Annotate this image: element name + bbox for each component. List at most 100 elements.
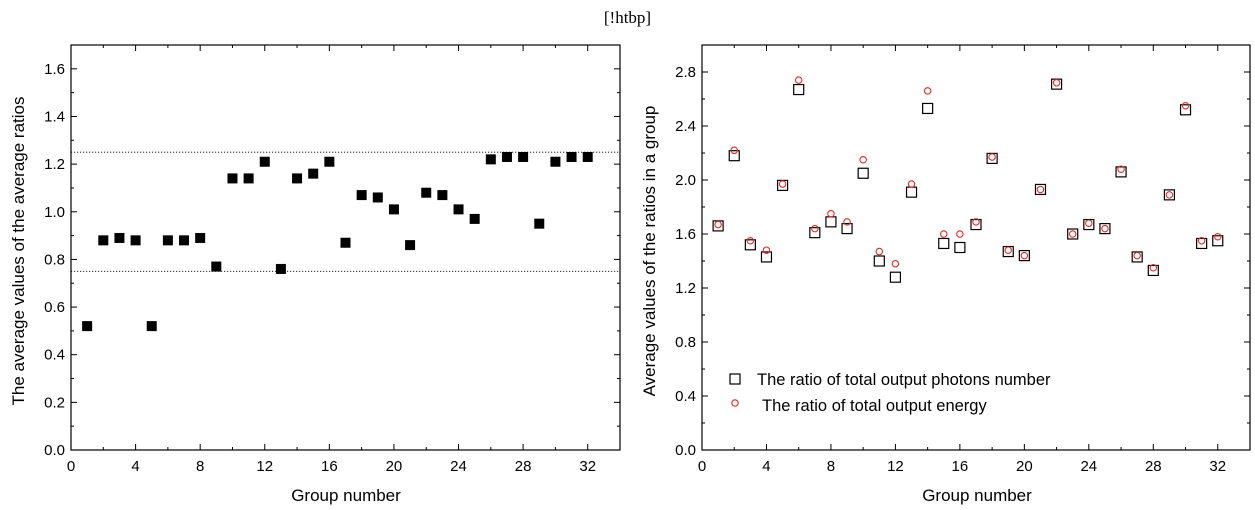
right-y-tick-label: 0.4 bbox=[675, 388, 696, 405]
right-data-point-photons bbox=[1163, 189, 1176, 201]
left-data-point bbox=[405, 240, 416, 251]
right-data-point-photons bbox=[986, 152, 998, 164]
left-y-tick-label: 1.2 bbox=[44, 156, 65, 173]
right-data-point-photons bbox=[889, 271, 902, 283]
right-data-point-energy bbox=[1004, 246, 1012, 254]
right-data-point-photons bbox=[841, 223, 853, 235]
left-data-point bbox=[292, 173, 303, 184]
right-x-tick-label: 28 bbox=[1145, 458, 1162, 475]
left-data-point bbox=[340, 237, 351, 248]
right-data-point-energy bbox=[794, 76, 803, 84]
left-scatter-chart: The average values of the average ratios… bbox=[9, 44, 621, 505]
right-data-point-energy bbox=[859, 156, 867, 164]
right-data-point-photons bbox=[905, 186, 918, 198]
right-data-point-energy bbox=[843, 218, 851, 226]
left-data-point bbox=[162, 235, 173, 246]
right-data-point-photons bbox=[760, 251, 773, 263]
left-x-axis-label: Group number bbox=[291, 486, 401, 505]
left-y-tick-label: 1.6 bbox=[44, 61, 65, 78]
left-data-point bbox=[437, 190, 448, 201]
legend-label-photons: The ratio of total output photons number bbox=[757, 371, 1051, 389]
right-scatter-chart: Average values of the ratios in a group … bbox=[640, 44, 1251, 505]
left-x-tick-label: 20 bbox=[386, 458, 403, 475]
right-data-point-photons bbox=[922, 102, 934, 115]
left-x-tick-label: 32 bbox=[579, 458, 596, 475]
right-x-tick-label: 12 bbox=[887, 458, 904, 475]
right-y-tick-label: 2.8 bbox=[675, 64, 696, 81]
left-data-point bbox=[453, 204, 464, 215]
right-x-tick-label: 24 bbox=[1080, 458, 1097, 475]
right-data-point-photons bbox=[1067, 228, 1079, 240]
left-x-tick-label: 0 bbox=[67, 458, 75, 475]
legend-open-circle-marker bbox=[731, 399, 739, 407]
right-x-tick-label: 8 bbox=[827, 458, 835, 475]
right-data-point-photons bbox=[1083, 218, 1095, 231]
right-data-point-photons bbox=[809, 227, 821, 239]
right-data-point-energy bbox=[1052, 79, 1061, 87]
right-legend: The ratio of total output photons number… bbox=[729, 371, 1051, 415]
left-plot-frame bbox=[70, 44, 621, 451]
left-data-point bbox=[130, 235, 141, 246]
left-y-tick-label: 1.0 bbox=[44, 204, 65, 221]
right-data-point-photons bbox=[793, 83, 805, 96]
left-data-point bbox=[356, 190, 367, 201]
left-data-point bbox=[388, 204, 399, 215]
right-data-point-photons bbox=[1034, 183, 1047, 196]
left-x-tick-label: 24 bbox=[450, 458, 467, 475]
right-data-point-energy bbox=[988, 153, 996, 161]
left-x-tick-label: 28 bbox=[515, 458, 532, 475]
right-data-point-energy bbox=[1068, 230, 1077, 238]
right-x-tick-label: 32 bbox=[1209, 458, 1226, 475]
left-y-tick-label: 0.4 bbox=[44, 347, 65, 364]
right-data-point-energy bbox=[1214, 232, 1222, 241]
left-y-axis-label: The average values of the average ratios bbox=[9, 96, 28, 405]
left-x-tick-label: 4 bbox=[131, 458, 139, 475]
right-data-point-photons bbox=[1179, 104, 1192, 116]
right-data-point-energy bbox=[940, 230, 948, 238]
right-data-point-energy bbox=[891, 259, 900, 268]
left-x-tick-label: 12 bbox=[256, 458, 273, 475]
left-data-point bbox=[82, 321, 93, 332]
left-data-point bbox=[501, 151, 512, 162]
left-data-point bbox=[114, 232, 125, 243]
right-data-point-photons bbox=[1002, 245, 1014, 258]
left-data-point bbox=[550, 156, 561, 167]
right-data-point-photons bbox=[825, 216, 837, 228]
right-y-tick-label: 0.8 bbox=[675, 334, 696, 351]
right-data-point-energy bbox=[1020, 251, 1029, 260]
legend-open-square-marker bbox=[729, 373, 741, 385]
right-y-tick-label: 1.2 bbox=[675, 280, 696, 297]
right-data-point-photons bbox=[744, 239, 756, 251]
right-data-point-photons bbox=[857, 167, 869, 179]
right-y-tick-label: 1.6 bbox=[675, 226, 696, 243]
left-y-tick-label: 0.0 bbox=[44, 442, 65, 459]
right-data-point-energy bbox=[1133, 251, 1141, 260]
right-data-point-energy bbox=[827, 210, 835, 218]
right-x-tick-label: 4 bbox=[762, 458, 770, 475]
right-data-point-energy bbox=[811, 224, 819, 233]
right-data-point-photons bbox=[954, 241, 966, 254]
left-data-point bbox=[566, 151, 577, 162]
left-data-point bbox=[259, 156, 270, 167]
right-data-point-photons bbox=[970, 218, 982, 231]
right-x-tick-label: 16 bbox=[952, 458, 969, 475]
right-data-point-energy bbox=[730, 146, 738, 155]
left-data-point bbox=[98, 235, 109, 246]
left-y-tick-label: 0.2 bbox=[44, 394, 65, 411]
right-data-point-energy bbox=[1149, 263, 1158, 272]
right-data-point-energy bbox=[1085, 219, 1093, 227]
right-data-point-energy bbox=[1165, 191, 1174, 199]
right-data-point-energy bbox=[972, 218, 980, 226]
right-data-point-energy bbox=[875, 247, 884, 256]
right-x-axis-label: Group number bbox=[922, 486, 1032, 505]
right-data-point-energy bbox=[907, 180, 916, 188]
right-data-point-energy bbox=[923, 87, 932, 95]
right-data-point-photons bbox=[1099, 223, 1111, 235]
left-x-tick-label: 16 bbox=[321, 458, 338, 475]
left-data-point bbox=[211, 261, 222, 272]
right-data-point-energy bbox=[1036, 185, 1045, 194]
right-data-point-photons bbox=[728, 150, 740, 162]
right-data-point-photons bbox=[712, 220, 724, 232]
right-y-tick-label: 0.0 bbox=[675, 442, 696, 459]
